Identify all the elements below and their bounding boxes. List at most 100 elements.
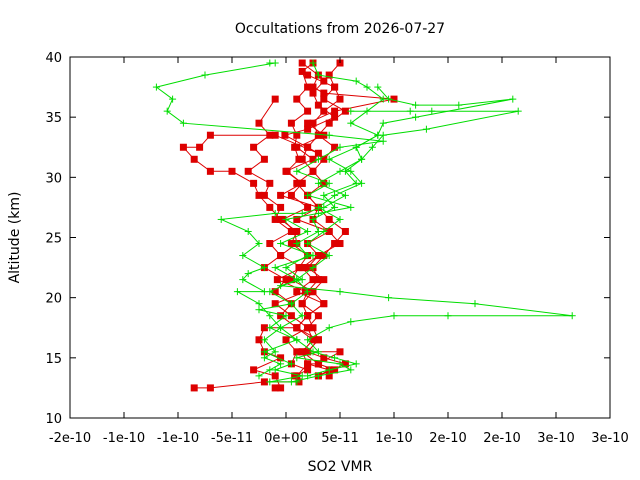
data-point-square [293, 179, 301, 187]
data-point-square [281, 131, 289, 139]
data-point-plus [568, 312, 576, 320]
data-point-plus [314, 227, 322, 235]
data-point-square [320, 179, 328, 187]
data-point-plus [341, 191, 349, 199]
data-point-plus [282, 264, 290, 272]
data-point-plus [271, 348, 279, 356]
data-point-plus [320, 191, 328, 199]
data-point-square [331, 107, 339, 115]
axes-layer: -2e-10 -1e-10 -1e-10 -5e-11 0e+00 5e-11 1e-10 2… [45, 51, 628, 446]
data-point-plus [471, 300, 479, 308]
data-point-plus [325, 179, 333, 187]
data-point-square [304, 360, 312, 368]
series-line [219, 110, 519, 377]
data-point-square [260, 324, 268, 332]
data-point-square [298, 348, 306, 356]
data-point-plus [244, 227, 252, 235]
data-point-plus [244, 270, 252, 278]
data-point-plus [304, 288, 312, 296]
data-point-square [273, 276, 281, 284]
data-point-plus [385, 294, 393, 302]
data-point-square [271, 131, 279, 139]
data-point-plus [331, 203, 339, 211]
data-point-plus [239, 276, 247, 284]
data-point-plus [347, 119, 355, 127]
data-point-plus [428, 107, 436, 115]
data-point-square [336, 95, 344, 103]
data-point-plus [325, 131, 333, 139]
data-point-plus [266, 366, 274, 374]
data-point-square [298, 300, 306, 308]
data-point-square [309, 83, 317, 91]
data-point-square [314, 252, 322, 260]
data-point-plus [514, 107, 522, 115]
data-point-square [260, 191, 268, 199]
data-point-plus [379, 137, 387, 145]
data-point-plus [293, 354, 301, 362]
series-line [155, 62, 384, 383]
data-point-square [282, 276, 290, 284]
data-point-square [271, 372, 279, 380]
data-point-square [331, 113, 339, 121]
data-point-square [250, 179, 258, 187]
series-green-6 [152, 59, 387, 386]
data-point-square [320, 107, 328, 115]
series-green-8 [277, 83, 576, 386]
data-point-plus [287, 300, 295, 308]
data-point-plus [304, 227, 312, 235]
data-point-plus [347, 107, 355, 115]
data-point-plus [352, 77, 360, 85]
data-point-square [304, 107, 312, 115]
data-point-plus [331, 354, 339, 362]
x-tick-label: -5e-11 [211, 431, 253, 446]
data-point-square [304, 119, 312, 127]
data-point-plus [163, 107, 171, 115]
data-point-plus [352, 360, 360, 368]
data-point-square [314, 312, 322, 320]
data-point-square [336, 348, 344, 356]
data-point-plus [325, 366, 333, 374]
data-point-square [304, 71, 312, 79]
data-point-plus [347, 366, 355, 374]
data-point-plus [314, 209, 322, 217]
data-point-plus [325, 252, 333, 260]
data-point-square [325, 71, 333, 79]
data-point-plus [309, 59, 317, 67]
data-point-plus [277, 240, 285, 248]
data-point-square [298, 67, 306, 75]
data-point-square [325, 372, 333, 380]
data-point-square [179, 143, 187, 151]
data-point-square [266, 203, 274, 211]
y-tick-label: 25 [45, 232, 62, 247]
data-point-square [341, 360, 349, 368]
data-point-square [287, 312, 295, 320]
data-point-square [287, 227, 295, 235]
data-point-plus [179, 119, 187, 127]
data-point-plus [422, 125, 430, 133]
data-point-square [271, 95, 279, 103]
data-point-plus [309, 215, 317, 223]
data-point-plus [260, 336, 268, 344]
data-point-plus [379, 119, 387, 127]
data-point-square [314, 276, 322, 284]
data-point-plus [298, 209, 306, 217]
data-point-square [277, 191, 285, 199]
data-point-plus [412, 101, 420, 109]
data-point-square [314, 360, 322, 368]
data-point-square [287, 276, 295, 284]
data-point-square [309, 155, 317, 163]
data-point-plus [304, 252, 312, 260]
data-point-square [304, 324, 312, 332]
data-point-square [244, 167, 252, 175]
data-point-plus [304, 336, 312, 344]
data-point-square [228, 167, 236, 175]
data-point-square [309, 288, 317, 296]
data-point-plus [255, 300, 263, 308]
data-point-square [190, 155, 198, 163]
data-point-plus [314, 71, 322, 79]
data-point-square [277, 384, 285, 392]
data-point-plus [271, 264, 279, 272]
data-point-square [304, 203, 312, 211]
data-point-square [304, 143, 312, 151]
data-point-square [325, 215, 333, 223]
